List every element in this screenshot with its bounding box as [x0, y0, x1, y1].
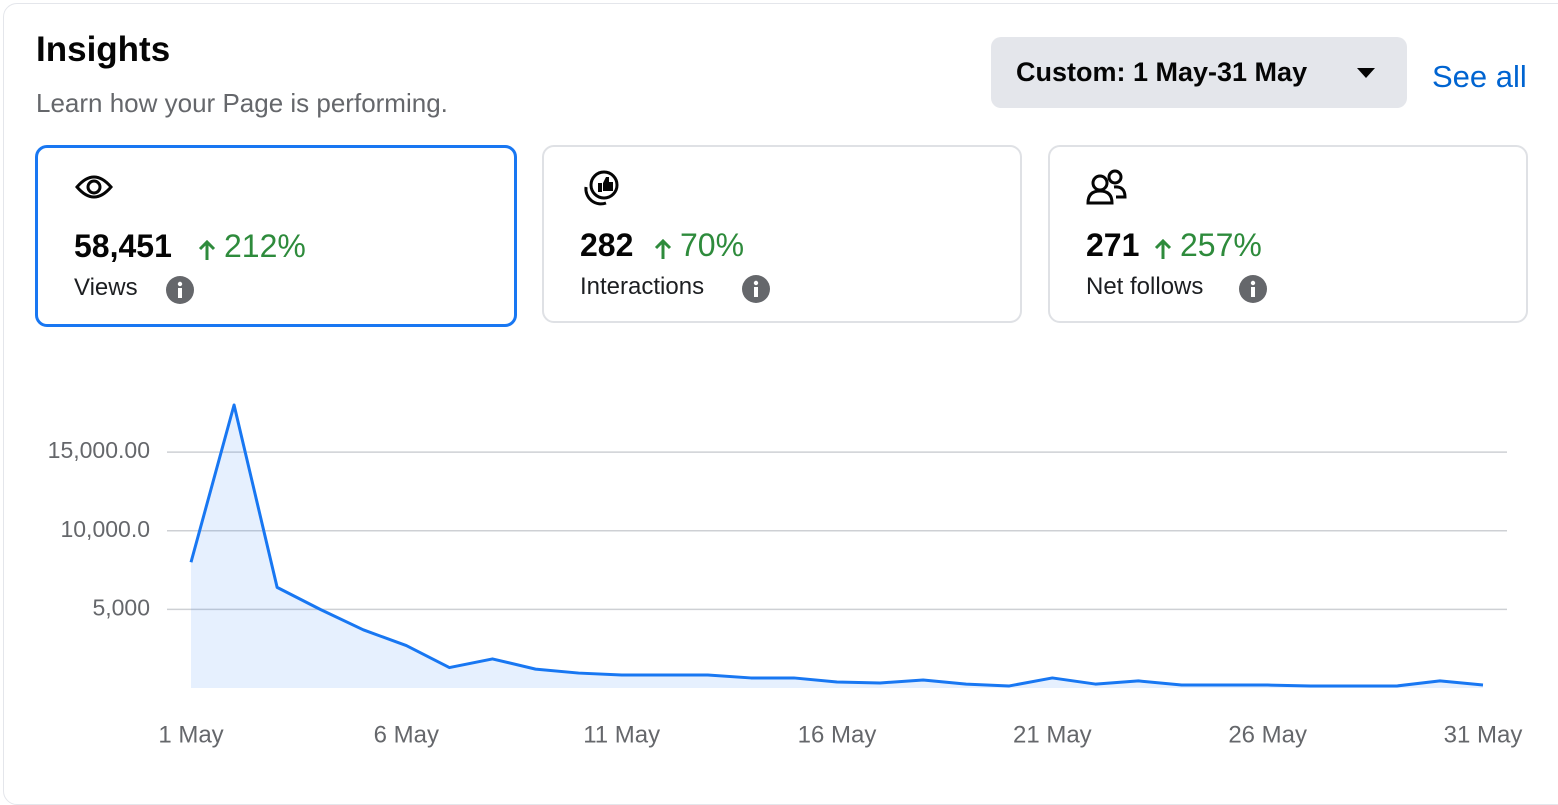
y-tick-label: 5,000: [92, 594, 150, 620]
dropdown-caret: [1357, 68, 1375, 78]
date-range-button[interactable]: Custom: 1 May-31 May: [991, 37, 1407, 108]
metric-label: Net follows: [1086, 273, 1204, 300]
title: Insights: [36, 30, 171, 69]
page: Insights Learn how your Page is performi…: [3, 3, 1558, 805]
metric-card[interactable]: 58,451 212% Views: [35, 145, 517, 327]
x-tick-label: 26 May: [1228, 721, 1307, 748]
date-range-label: Custom: 1 May-31 May: [1016, 57, 1308, 87]
metric-label: Views: [74, 274, 138, 301]
up-arrow: [198, 239, 216, 260]
x-tick-label: 16 May: [798, 721, 877, 748]
subtitle: Learn how your Page is performing.: [36, 88, 448, 118]
metric-card[interactable]: 271 257% Net follows: [1048, 145, 1528, 323]
metric-value: 271: [1086, 227, 1140, 263]
metric-value: 58,451: [74, 228, 172, 264]
x-tick-label: 11 May: [583, 721, 660, 748]
eye-icon: [75, 175, 113, 199]
info-icon[interactable]: [165, 275, 195, 305]
y-tick-label: 15,000.00: [48, 437, 150, 463]
x-tick-label: 6 May: [374, 721, 439, 748]
y-tick-label: 10,000.0: [60, 516, 150, 542]
line: [189, 403, 1484, 688]
area-fill: [191, 405, 1483, 688]
followers-icon: [1086, 169, 1127, 205]
info-icon[interactable]: [1238, 274, 1268, 304]
metric-change: 70%: [680, 227, 745, 263]
metric-card[interactable]: 282 70% Interactions: [542, 145, 1022, 323]
x-tick-label: 21 May: [1013, 721, 1092, 748]
x-tick-label: 31 May: [1444, 721, 1523, 748]
x-tick-label: 1 May: [158, 721, 223, 748]
up-arrow: [654, 238, 672, 259]
metric-change: 212%: [224, 228, 306, 264]
metric-label: Interactions: [580, 273, 705, 300]
metric-value: 282: [580, 227, 634, 263]
interactions-icon: [584, 170, 619, 206]
up-arrow: [1154, 238, 1172, 259]
info-icon[interactable]: [741, 274, 771, 304]
chart: 5,000 10,000.0 15,000.00 1 May 6 May 11 May 16…: [48, 403, 1523, 748]
metric-change: 257%: [1180, 227, 1262, 263]
see-all-link[interactable]: See all: [1432, 59, 1527, 94]
